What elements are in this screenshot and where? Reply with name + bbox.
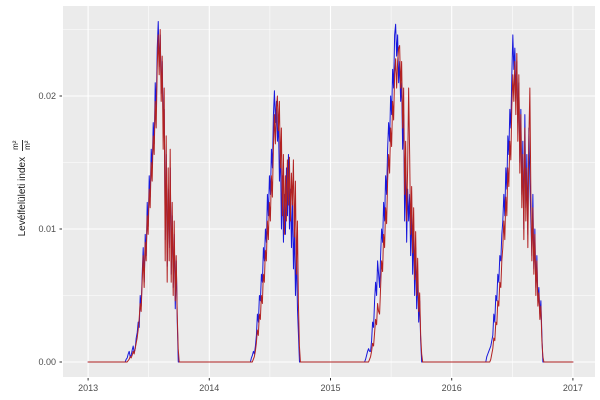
x-tick-label: 2013 <box>78 383 98 393</box>
x-tick-label: 2017 <box>563 383 583 393</box>
y-tick-label: 0.01 <box>38 224 56 234</box>
panel-background <box>63 6 595 377</box>
x-tick-label: 2015 <box>320 383 340 393</box>
series-line-red <box>87 29 574 363</box>
y-tick-label: 0.02 <box>38 91 56 101</box>
y-tick-label: 0.00 <box>38 357 56 367</box>
x-tick-label: 2014 <box>199 383 219 393</box>
x-tick-label: 2016 <box>442 383 462 393</box>
